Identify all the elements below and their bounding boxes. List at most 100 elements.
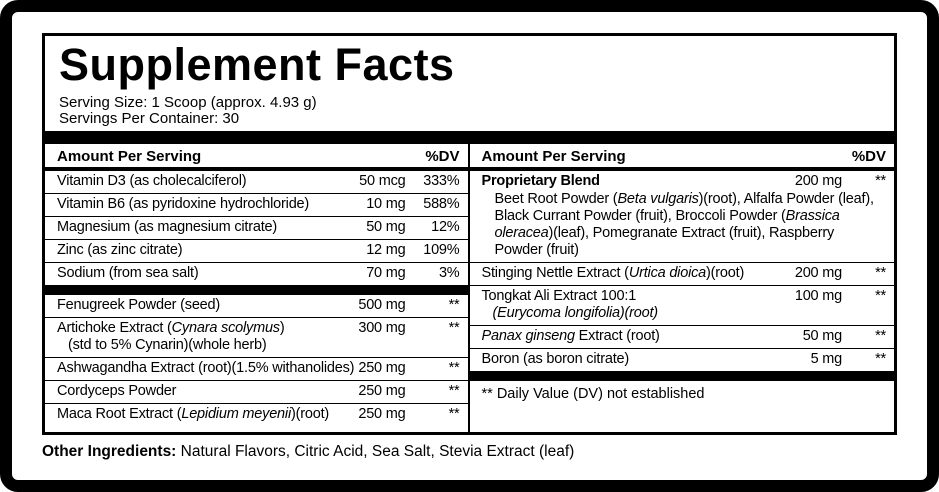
ingredient-dv: ** bbox=[448, 319, 460, 336]
ingredient-subline: (std to 5% Cynarin)(whole herb) bbox=[57, 337, 354, 354]
text-segment: Cordyceps Powder bbox=[57, 382, 177, 399]
text-segment: Magnesium (as magnesium citrate) bbox=[57, 218, 278, 235]
ingredient-subline: (Eurycoma longifolia)(root) bbox=[482, 305, 791, 322]
page-title: Supplement Facts bbox=[59, 39, 455, 90]
text-segment: Artichoke Extract ( bbox=[57, 319, 172, 336]
ingredient-dv: 588% bbox=[423, 195, 460, 212]
ingredient-row-line: Panax ginseng Extract (root) 50 mg ** bbox=[482, 328, 887, 345]
ingredient-name: Magnesium (as magnesium citrate) bbox=[57, 219, 362, 236]
ingredient-dv: ** bbox=[875, 350, 886, 367]
text-segment: Lepidium meyenii bbox=[181, 405, 291, 422]
column-header-dv: %DV bbox=[851, 147, 886, 165]
ingredient-row-line: Maca Root Extract (Lepidium meyenii)(roo… bbox=[57, 406, 460, 423]
ingredient-row-line: Fenugreek Powder (seed) 500 mg ** bbox=[57, 297, 460, 314]
ingredient-row: Ashwagandha Extract (root)(1.5% withanol… bbox=[45, 358, 468, 381]
facts-section: Vitamin D3 (as cholecalciferol) 50 mcg 333… bbox=[45, 171, 468, 285]
ingredient-row: Maca Root Extract (Lepidium meyenii)(roo… bbox=[45, 404, 468, 426]
column-header: Amount Per Serving %DV bbox=[45, 144, 468, 171]
text-segment: Boron (as boron citrate) bbox=[481, 350, 630, 367]
ingredient-row: Panax ginseng Extract (root) 50 mg ** bbox=[469, 326, 894, 349]
ingredient-name: Boron (as boron citrate) bbox=[482, 351, 807, 368]
text-segment: Extract (root) bbox=[574, 327, 660, 344]
ingredient-amount: 10 mg bbox=[366, 195, 406, 212]
ingredient-name: Vitamin B6 (as pyridoxine hydrochloride) bbox=[57, 196, 362, 213]
ingredient-row-line: Ashwagandha Extract (root)(1.5% withanol… bbox=[57, 360, 460, 377]
ingredient-row-line: Boron (as boron citrate) 5 mg ** bbox=[482, 351, 887, 368]
ingredient-row-line: Magnesium (as magnesium citrate) 50 mg 12% bbox=[57, 219, 460, 236]
ingredient-row-line: Cordyceps Powder 250 mg ** bbox=[57, 383, 460, 400]
ingredient-row: Zinc (as zinc citrate) 12 mg 109% bbox=[45, 240, 468, 263]
ingredient-amount: 250 mg bbox=[358, 359, 406, 376]
ingredient-row-line: Stinging Nettle Extract (Urtica dioica)(… bbox=[482, 265, 887, 282]
ingredient-row: Fenugreek Powder (seed) 500 mg ** bbox=[45, 295, 468, 318]
ingredient-row: Stinging Nettle Extract (Urtica dioica)(… bbox=[469, 263, 894, 286]
ingredient-amount: 200 mg bbox=[794, 172, 842, 189]
section-divider-bar bbox=[45, 284, 468, 295]
ingredient-row: Artichoke Extract (Cynara scolymus) (std … bbox=[45, 318, 468, 358]
column-header-amount: Amount Per Serving bbox=[481, 147, 626, 165]
serving-size: Serving Size: 1 Scoop (approx. 4.93 g) bbox=[59, 93, 317, 111]
ingredient-amount: 50 mcg bbox=[359, 172, 406, 189]
ingredient-row: Vitamin D3 (as cholecalciferol) 50 mcg 333… bbox=[45, 171, 468, 194]
ingredient-dv: 109% bbox=[423, 241, 460, 258]
ingredient-row-line: Tongkat Ali Extract 100:1 (Eurycoma longi… bbox=[482, 288, 887, 322]
ingredient-row: Cordyceps Powder 250 mg ** bbox=[45, 381, 468, 404]
ingredient-name: Ashwagandha Extract (root)(1.5% withanol… bbox=[57, 360, 354, 377]
facts-columns: Amount Per Serving %DV Vitamin D3 (as ch… bbox=[45, 143, 894, 432]
column-header-dv: %DV bbox=[425, 147, 460, 165]
text-segment: Maca Root Extract ( bbox=[57, 405, 182, 422]
supplement-facts-panel: Supplement Facts Serving Size: 1 Scoop (… bbox=[42, 33, 897, 435]
blend-description: Beet Root Powder (Beta vulgaris)(root), … bbox=[482, 190, 887, 259]
text-segment: ) bbox=[279, 319, 285, 336]
ingredient-dv: ** bbox=[448, 296, 460, 313]
ingredient-name: Proprietary Blend bbox=[482, 173, 791, 190]
ingredient-name: Panax ginseng Extract (root) bbox=[482, 328, 799, 345]
other-ingredients-text: Natural Flavors, Citric Acid, Sea Salt, … bbox=[176, 443, 575, 460]
ingredient-name: Artichoke Extract (Cynara scolymus) (std … bbox=[57, 320, 354, 354]
ingredient-dv: 333% bbox=[423, 172, 460, 189]
ingredient-row: Magnesium (as magnesium citrate) 50 mg 12% bbox=[45, 217, 468, 240]
ingredient-amount: 250 mg bbox=[358, 382, 406, 399]
ingredient-amount: 500 mg bbox=[358, 296, 406, 313]
ingredient-dv: 12% bbox=[431, 218, 460, 235]
ingredient-dv: ** bbox=[875, 327, 886, 344]
ingredient-amount: 200 mg bbox=[794, 264, 842, 281]
servings-per-container: Servings Per Container: 30 bbox=[59, 109, 240, 127]
column-header-amount: Amount Per Serving bbox=[57, 147, 202, 165]
ingredient-dv: ** bbox=[448, 382, 460, 399]
other-ingredients: Other Ingredients: Natural Flavors, Citr… bbox=[42, 443, 574, 461]
ingredient-dv: 3% bbox=[438, 264, 460, 281]
ingredient-name: Maca Root Extract (Lepidium meyenii)(roo… bbox=[57, 406, 354, 423]
section-divider-bar bbox=[469, 370, 894, 381]
ingredient-dv: ** bbox=[448, 359, 460, 376]
other-ingredients-label: Other Ingredients: bbox=[42, 443, 177, 460]
ingredient-amount: 12 mg bbox=[366, 241, 406, 258]
text-segment: Panax ginseng bbox=[481, 327, 576, 344]
ingredient-row: Tongkat Ali Extract 100:1 (Eurycoma longi… bbox=[469, 286, 894, 326]
facts-column-right: Amount Per Serving %DV Proprietary Blend… bbox=[469, 144, 894, 432]
text-segment: Ashwagandha Extract (root)(1.5% withanol… bbox=[57, 359, 355, 376]
text-segment: Sodium (from sea salt) bbox=[57, 264, 199, 281]
text-segment: Zinc (as zinc citrate) bbox=[57, 241, 183, 258]
text-segment: )(root) bbox=[706, 264, 745, 281]
thick-divider-bar bbox=[45, 130, 894, 144]
facts-section: Fenugreek Powder (seed) 500 mg ** Artichoke… bbox=[45, 295, 468, 426]
ingredient-dv: ** bbox=[875, 264, 886, 281]
column-header: Amount Per Serving %DV bbox=[469, 144, 894, 171]
ingredient-name: Fenugreek Powder (seed) bbox=[57, 297, 354, 314]
ingredient-name: Sodium (from sea salt) bbox=[57, 265, 362, 282]
text-segment: Cynara scolymus bbox=[171, 319, 280, 336]
text-segment: Beet Root Powder ( bbox=[494, 190, 618, 207]
ingredient-row-line: Artichoke Extract (Cynara scolymus) (std … bbox=[57, 320, 460, 354]
panel-header: Supplement Facts Serving Size: 1 Scoop (… bbox=[45, 36, 894, 131]
facts-column-left: Amount Per Serving %DV Vitamin D3 (as ch… bbox=[45, 143, 470, 432]
text-segment: (Eurycoma longifolia)(root) bbox=[492, 304, 659, 321]
text-segment: Beta vulgaris bbox=[617, 190, 699, 207]
facts-section: Proprietary Blend 200 mg ** Beet Root Powde… bbox=[469, 171, 894, 371]
ingredient-row-line: Zinc (as zinc citrate) 12 mg 109% bbox=[57, 242, 460, 259]
ingredient-amount: 300 mg bbox=[358, 319, 406, 336]
ingredient-dv: ** bbox=[875, 287, 886, 304]
text-segment: )(leaf), Pomegranate Extract (fruit), Ra… bbox=[494, 224, 835, 258]
ingredient-amount: 5 mg bbox=[810, 350, 843, 367]
